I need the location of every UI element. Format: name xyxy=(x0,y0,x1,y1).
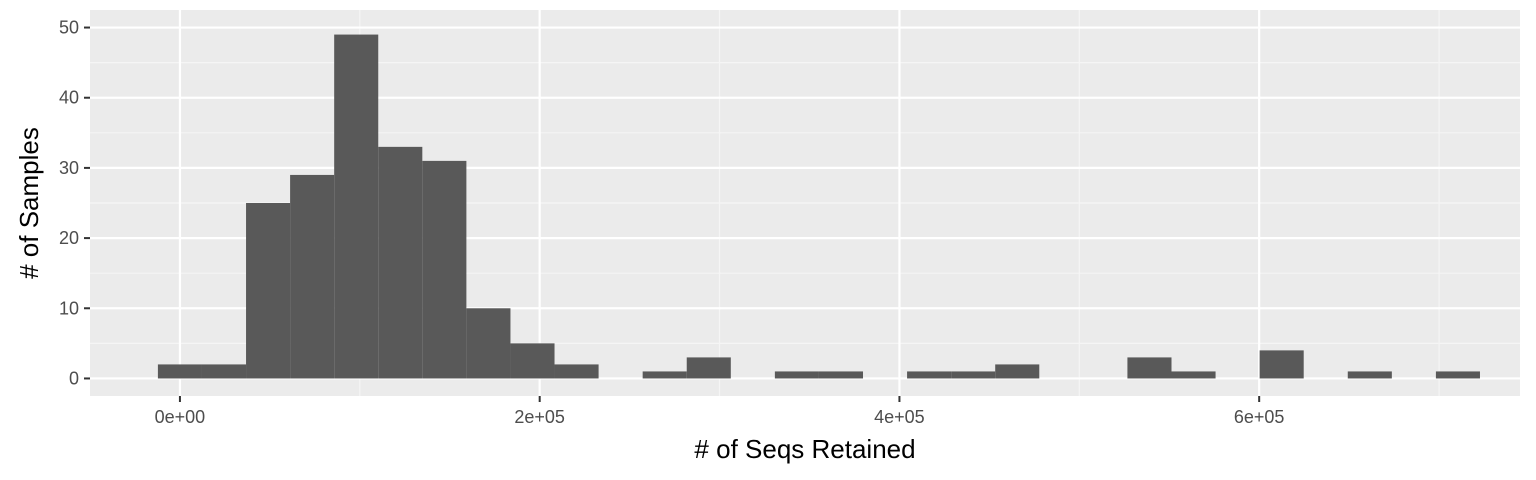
histogram-bar xyxy=(157,364,202,379)
histogram-bar xyxy=(907,371,952,379)
y-tick-label: 40 xyxy=(59,88,79,108)
x-tick-label: 2e+05 xyxy=(514,407,565,427)
histogram-bar xyxy=(686,357,731,379)
histogram-bar xyxy=(642,371,687,379)
histogram-bar xyxy=(1171,371,1216,379)
y-axis-title: # of Samples xyxy=(14,127,44,279)
x-tick-label: 4e+05 xyxy=(874,407,925,427)
histogram-bar xyxy=(774,371,819,379)
histogram-bar xyxy=(554,364,599,379)
y-tick-label: 30 xyxy=(59,158,79,178)
histogram-bar xyxy=(201,364,247,379)
x-tick-label: 0e+00 xyxy=(155,407,206,427)
histogram-bar xyxy=(334,34,379,379)
histogram-bar xyxy=(1435,371,1480,379)
x-axis: 0e+00 2e+05 4e+05 6e+05 xyxy=(155,396,1285,427)
histogram-bar xyxy=(466,308,511,379)
histogram-bar xyxy=(951,371,996,379)
x-tick-label: 6e+05 xyxy=(1234,407,1285,427)
histogram-bar xyxy=(1127,357,1172,379)
histogram-bar xyxy=(290,174,335,379)
histogram-bars xyxy=(157,34,1480,379)
histogram-bar xyxy=(510,343,555,379)
x-axis-title: # of Seqs Retained xyxy=(694,434,915,464)
y-axis: 0 10 20 30 40 50 xyxy=(59,18,90,388)
y-tick-label: 10 xyxy=(59,298,79,318)
histogram-bar xyxy=(1347,371,1392,379)
histogram-bar xyxy=(422,160,467,379)
histogram-bar xyxy=(1259,350,1304,379)
histogram-bar xyxy=(995,364,1040,379)
y-tick-label: 50 xyxy=(59,18,79,38)
y-tick-label: 0 xyxy=(69,368,79,388)
histogram-bar xyxy=(246,203,291,379)
y-tick-label: 20 xyxy=(59,228,79,248)
histogram-bar xyxy=(818,371,864,379)
histogram-bar xyxy=(378,146,423,379)
